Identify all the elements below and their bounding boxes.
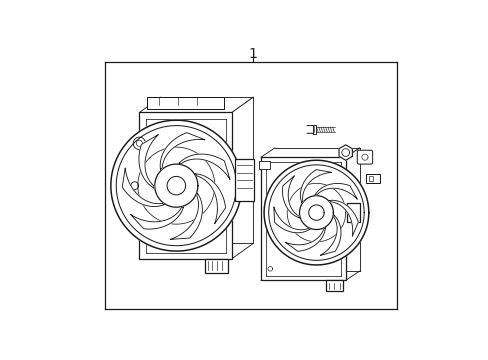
Polygon shape bbox=[154, 164, 198, 207]
Polygon shape bbox=[111, 120, 241, 251]
Bar bbox=[147, 97, 224, 109]
Polygon shape bbox=[160, 132, 204, 170]
FancyBboxPatch shape bbox=[259, 161, 270, 169]
Polygon shape bbox=[139, 112, 231, 259]
Polygon shape bbox=[273, 207, 309, 233]
Polygon shape bbox=[139, 135, 158, 188]
Polygon shape bbox=[170, 193, 202, 239]
Polygon shape bbox=[320, 215, 340, 255]
Polygon shape bbox=[299, 196, 333, 230]
Bar bbox=[346, 203, 359, 222]
Bar bbox=[368, 176, 373, 181]
Polygon shape bbox=[130, 207, 183, 229]
Bar bbox=[204, 259, 227, 273]
Bar bbox=[234, 159, 254, 201]
Polygon shape bbox=[264, 160, 368, 265]
Text: 1: 1 bbox=[248, 47, 257, 61]
FancyBboxPatch shape bbox=[357, 150, 372, 164]
Polygon shape bbox=[122, 168, 163, 207]
Bar bbox=[366, 174, 380, 183]
Polygon shape bbox=[261, 157, 345, 280]
Polygon shape bbox=[282, 176, 299, 218]
Bar bbox=[326, 280, 343, 291]
Bar bbox=[312, 125, 316, 134]
Polygon shape bbox=[195, 174, 225, 224]
Polygon shape bbox=[329, 200, 358, 236]
Polygon shape bbox=[306, 126, 313, 133]
Polygon shape bbox=[338, 145, 352, 160]
Polygon shape bbox=[314, 184, 357, 199]
Polygon shape bbox=[285, 228, 325, 251]
Polygon shape bbox=[300, 170, 331, 203]
Polygon shape bbox=[179, 154, 229, 179]
